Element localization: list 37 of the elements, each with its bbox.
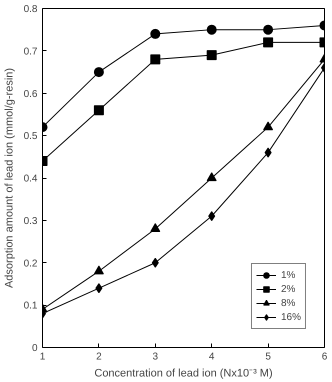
y-tick-label: 0.1 — [24, 300, 38, 312]
y-tick-label: 0.6 — [24, 88, 38, 100]
point — [94, 105, 104, 116]
x-tick-label: 6 — [322, 352, 328, 362]
y-tick-label: 0.3 — [24, 216, 38, 227]
x-tick-label: 3 — [152, 352, 159, 362]
point — [150, 223, 160, 232]
point — [94, 67, 104, 78]
point — [150, 28, 160, 39]
point — [150, 54, 160, 64]
point — [263, 37, 274, 48]
legend-label: 8% — [280, 296, 296, 310]
x-tick-label: 2 — [96, 352, 102, 362]
x-axis-title: Concentration of lead ion (Nx10⁻³ M) — [94, 368, 273, 380]
point — [263, 24, 274, 35]
point — [208, 211, 216, 222]
y-tick-label: 0.4 — [24, 174, 38, 184]
x-tick-label: 4 — [208, 352, 215, 362]
point — [206, 50, 217, 60]
legend-label: 2% — [280, 282, 296, 296]
legend-label: 1% — [280, 268, 296, 282]
y-tick-label: 0.5 — [24, 131, 38, 142]
y-axis-title: Adsorption amount of lead ion (mmol/g-resin) — [4, 68, 16, 288]
legend-label: 16% — [280, 310, 301, 324]
point — [94, 266, 104, 274]
point — [206, 24, 217, 35]
y-tick-label: 0 — [32, 343, 38, 354]
x-tick-label: 1 — [40, 352, 46, 362]
y-tick-label: 0.8 — [24, 4, 38, 15]
y-tick-label: 0.2 — [24, 258, 38, 270]
point — [264, 148, 272, 158]
y-tick-label: 0.7 — [24, 46, 38, 58]
point — [152, 258, 159, 268]
point — [95, 283, 102, 294]
point — [263, 121, 274, 130]
point — [206, 172, 217, 182]
x-tick-label: 5 — [265, 352, 272, 362]
